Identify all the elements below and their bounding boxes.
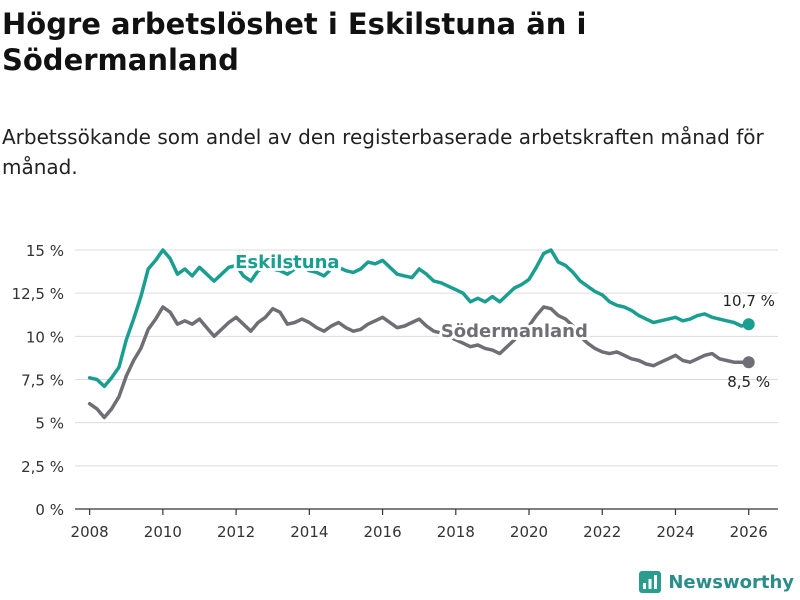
x-axis-ticks: 2008 2010 2012 2014 2016 2018 2020 2022 2024 2026 <box>71 509 768 541</box>
x-tick-label: 2018 <box>437 523 475 541</box>
series-name-label-sodermanland: Södermanland <box>441 321 588 342</box>
y-tick-label: 2,5 % <box>21 458 64 476</box>
chart-subtitle: Arbetssökande som andel av den registerb… <box>2 125 764 179</box>
y-axis-ticks: 0 % 2,5 % 5 % 7,5 % 10 % 12,5 % 15 % <box>12 242 64 519</box>
end-point-sodermanland <box>742 356 755 369</box>
x-tick-label: 2024 <box>656 523 694 541</box>
x-tick-label: 2010 <box>144 523 182 541</box>
brand-name: Newsworthy <box>668 571 794 593</box>
x-tick-label: 2008 <box>71 523 109 541</box>
series-name-label-eskilstuna: Eskilstuna <box>235 252 339 273</box>
end-value-label-eskilstuna: 10,7 % <box>722 292 774 310</box>
y-tick-label: 12,5 % <box>12 285 64 303</box>
series-lines <box>87 248 755 420</box>
x-tick-label: 2026 <box>730 523 768 541</box>
series-line-sodermanland <box>87 305 751 420</box>
newsworthy-logo: Newsworthy <box>638 570 794 594</box>
x-tick-label: 2022 <box>583 523 621 541</box>
chart-title: Högre arbetslöshet i Eskilstuna än i Söd… <box>2 7 587 77</box>
y-tick-label: 10 % <box>26 328 64 346</box>
newsworthy-logo-icon <box>639 571 662 593</box>
series-labels: 10,7 % 8,5 % Eskilstuna Södermanland <box>232 249 775 391</box>
grid-lines <box>75 249 778 467</box>
series-line-eskilstuna <box>87 248 751 389</box>
y-tick-label: 0 % <box>35 501 64 519</box>
y-tick-label: 15 % <box>26 242 64 260</box>
x-tick-label: 2012 <box>217 523 255 541</box>
x-tick-label: 2020 <box>510 523 548 541</box>
y-tick-label: 5 % <box>35 415 64 433</box>
y-tick-label: 7,5 % <box>21 372 64 390</box>
end-value-label-sodermanland: 8,5 % <box>727 373 770 391</box>
x-tick-label: 2016 <box>363 523 401 541</box>
end-point-eskilstuna <box>742 318 755 331</box>
x-tick-label: 2014 <box>290 523 328 541</box>
